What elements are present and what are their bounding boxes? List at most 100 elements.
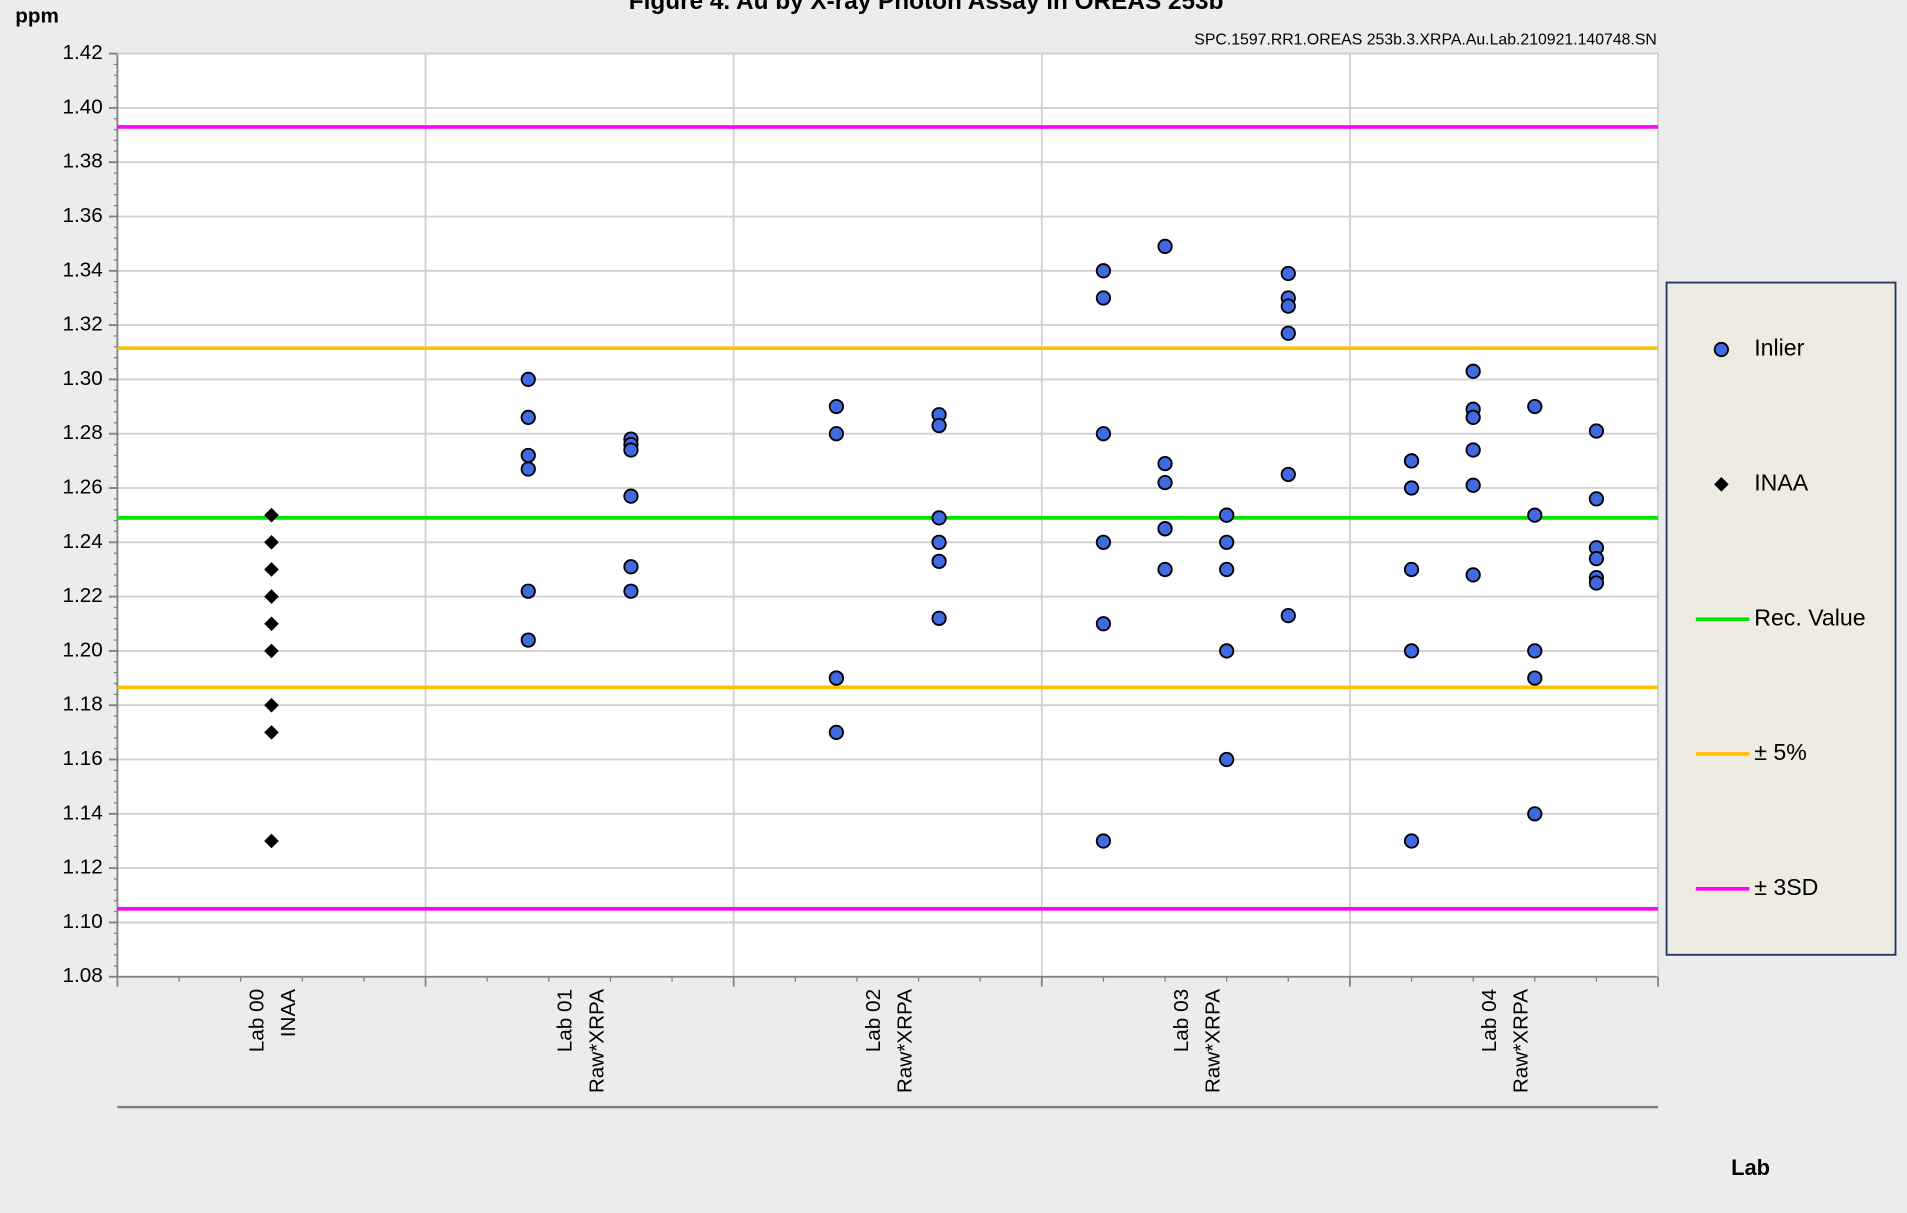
legend-label: Rec. Value: [1754, 604, 1865, 630]
data-point: [623, 583, 639, 599]
data-point: [1157, 561, 1173, 578]
data-point: [520, 409, 536, 426]
data-point: [1280, 608, 1296, 624]
y-tick-label: 1.20: [63, 638, 103, 661]
y-tick-label: 1.08: [63, 964, 103, 987]
data-point: [1403, 453, 1420, 469]
data-point: [1527, 670, 1543, 686]
x-tick-label: Lab 01: [554, 989, 577, 1052]
data-point: [264, 643, 279, 659]
data-point: [931, 417, 947, 434]
plot-area: [117, 53, 1659, 977]
data-point: [520, 632, 536, 648]
data-point: [1157, 238, 1173, 254]
data-point: [264, 725, 279, 740]
data-point: [828, 724, 844, 740]
legend-swatch: [1714, 477, 1729, 492]
data-point: [1219, 507, 1235, 523]
y-tick-label: 1.36: [63, 204, 103, 227]
data-point: [1588, 423, 1605, 439]
data-point: [520, 447, 536, 464]
data-point: [264, 616, 279, 632]
data-point: [931, 534, 947, 550]
data-point: [623, 442, 639, 458]
y-tick-label: 1.42: [63, 41, 103, 64]
y-tick-label: 1.26: [63, 475, 103, 498]
data-point: [1157, 455, 1173, 472]
data-point: [1095, 263, 1112, 279]
legend-label: ± 5%: [1754, 739, 1807, 765]
data-point: [1157, 474, 1173, 491]
subtitle: SPC.1597.RR1.OREAS 253b.3.XRPA.Au.Lab.21…: [1194, 31, 1657, 48]
y-tick-label: 1.14: [63, 801, 103, 824]
legend-label: INAA: [1754, 469, 1809, 495]
legend-label: ± 3SD: [1754, 874, 1818, 900]
y-tick-label: 1.28: [63, 421, 103, 444]
data-point: [1280, 325, 1296, 341]
x-tick-label: Lab 04: [1478, 989, 1501, 1052]
y-tick-label: 1.40: [63, 95, 103, 118]
x-tick-label: Raw*XRPA: [585, 989, 608, 1093]
data-point: [264, 562, 279, 577]
data-point: [1465, 442, 1481, 458]
data-point: [520, 371, 536, 388]
x-tick-label: Raw*XRPA: [1510, 989, 1533, 1093]
data-point: [1219, 751, 1235, 768]
data-point: [1527, 398, 1543, 415]
y-tick-label: 1.30: [63, 367, 103, 390]
x-tick-label: Lab 00: [246, 989, 269, 1052]
data-point: [1219, 561, 1235, 578]
data-point: [1588, 491, 1605, 507]
data-point: [1403, 480, 1420, 496]
data-point: [1095, 833, 1112, 849]
data-point: [1527, 643, 1543, 659]
data-point: [931, 510, 947, 526]
data-point: [1157, 521, 1173, 537]
data-point: [1403, 833, 1420, 849]
data-point: [1219, 643, 1235, 659]
data-point: [264, 507, 279, 523]
data-point: [1095, 426, 1112, 442]
data-point: [1588, 575, 1605, 591]
data-point: [520, 461, 536, 477]
y-tick-label: 1.22: [63, 584, 103, 607]
x-tick-label: Lab 03: [1170, 989, 1193, 1052]
data-point: [1095, 534, 1112, 550]
y-tick-label: 1.34: [63, 258, 103, 281]
data-point: [1465, 363, 1481, 379]
x-tick-label: Lab 02: [862, 989, 885, 1052]
data-point: [1465, 477, 1481, 493]
x-tick-label: Raw*XRPA: [893, 989, 916, 1093]
data-point: [1219, 534, 1235, 550]
data-point: [264, 535, 279, 550]
data-point: [264, 589, 279, 604]
data-point: [1465, 567, 1481, 583]
data-point: [1465, 409, 1481, 426]
data-point: [623, 559, 639, 575]
y-tick-label: 1.38: [63, 150, 103, 173]
data-point: [931, 610, 947, 626]
data-point: [828, 426, 844, 442]
data-point: [1403, 643, 1420, 659]
y-tick-label: 1.32: [63, 313, 103, 336]
data-point: [1527, 507, 1543, 523]
x-tick-label: Raw*XRPA: [1202, 989, 1225, 1093]
data-point: [1403, 561, 1420, 578]
data-point: [1588, 550, 1605, 567]
y-axis-label: ppm: [15, 5, 59, 28]
y-tick-label: 1.16: [63, 747, 103, 770]
data-point: [264, 697, 279, 713]
legend-swatch: [1713, 341, 1729, 358]
data-point: [1280, 265, 1296, 282]
data-point: [828, 670, 844, 686]
data-point: [264, 833, 279, 849]
data-point: [828, 398, 844, 415]
chart-title: Figure 4. Au by X-ray Photon Assay in OR…: [629, 0, 1224, 15]
data-point: [1095, 290, 1112, 306]
data-point: [520, 583, 536, 599]
data-point: [623, 488, 639, 504]
data-point: [1280, 298, 1296, 314]
x-axis-label: Lab: [1731, 1155, 1770, 1180]
